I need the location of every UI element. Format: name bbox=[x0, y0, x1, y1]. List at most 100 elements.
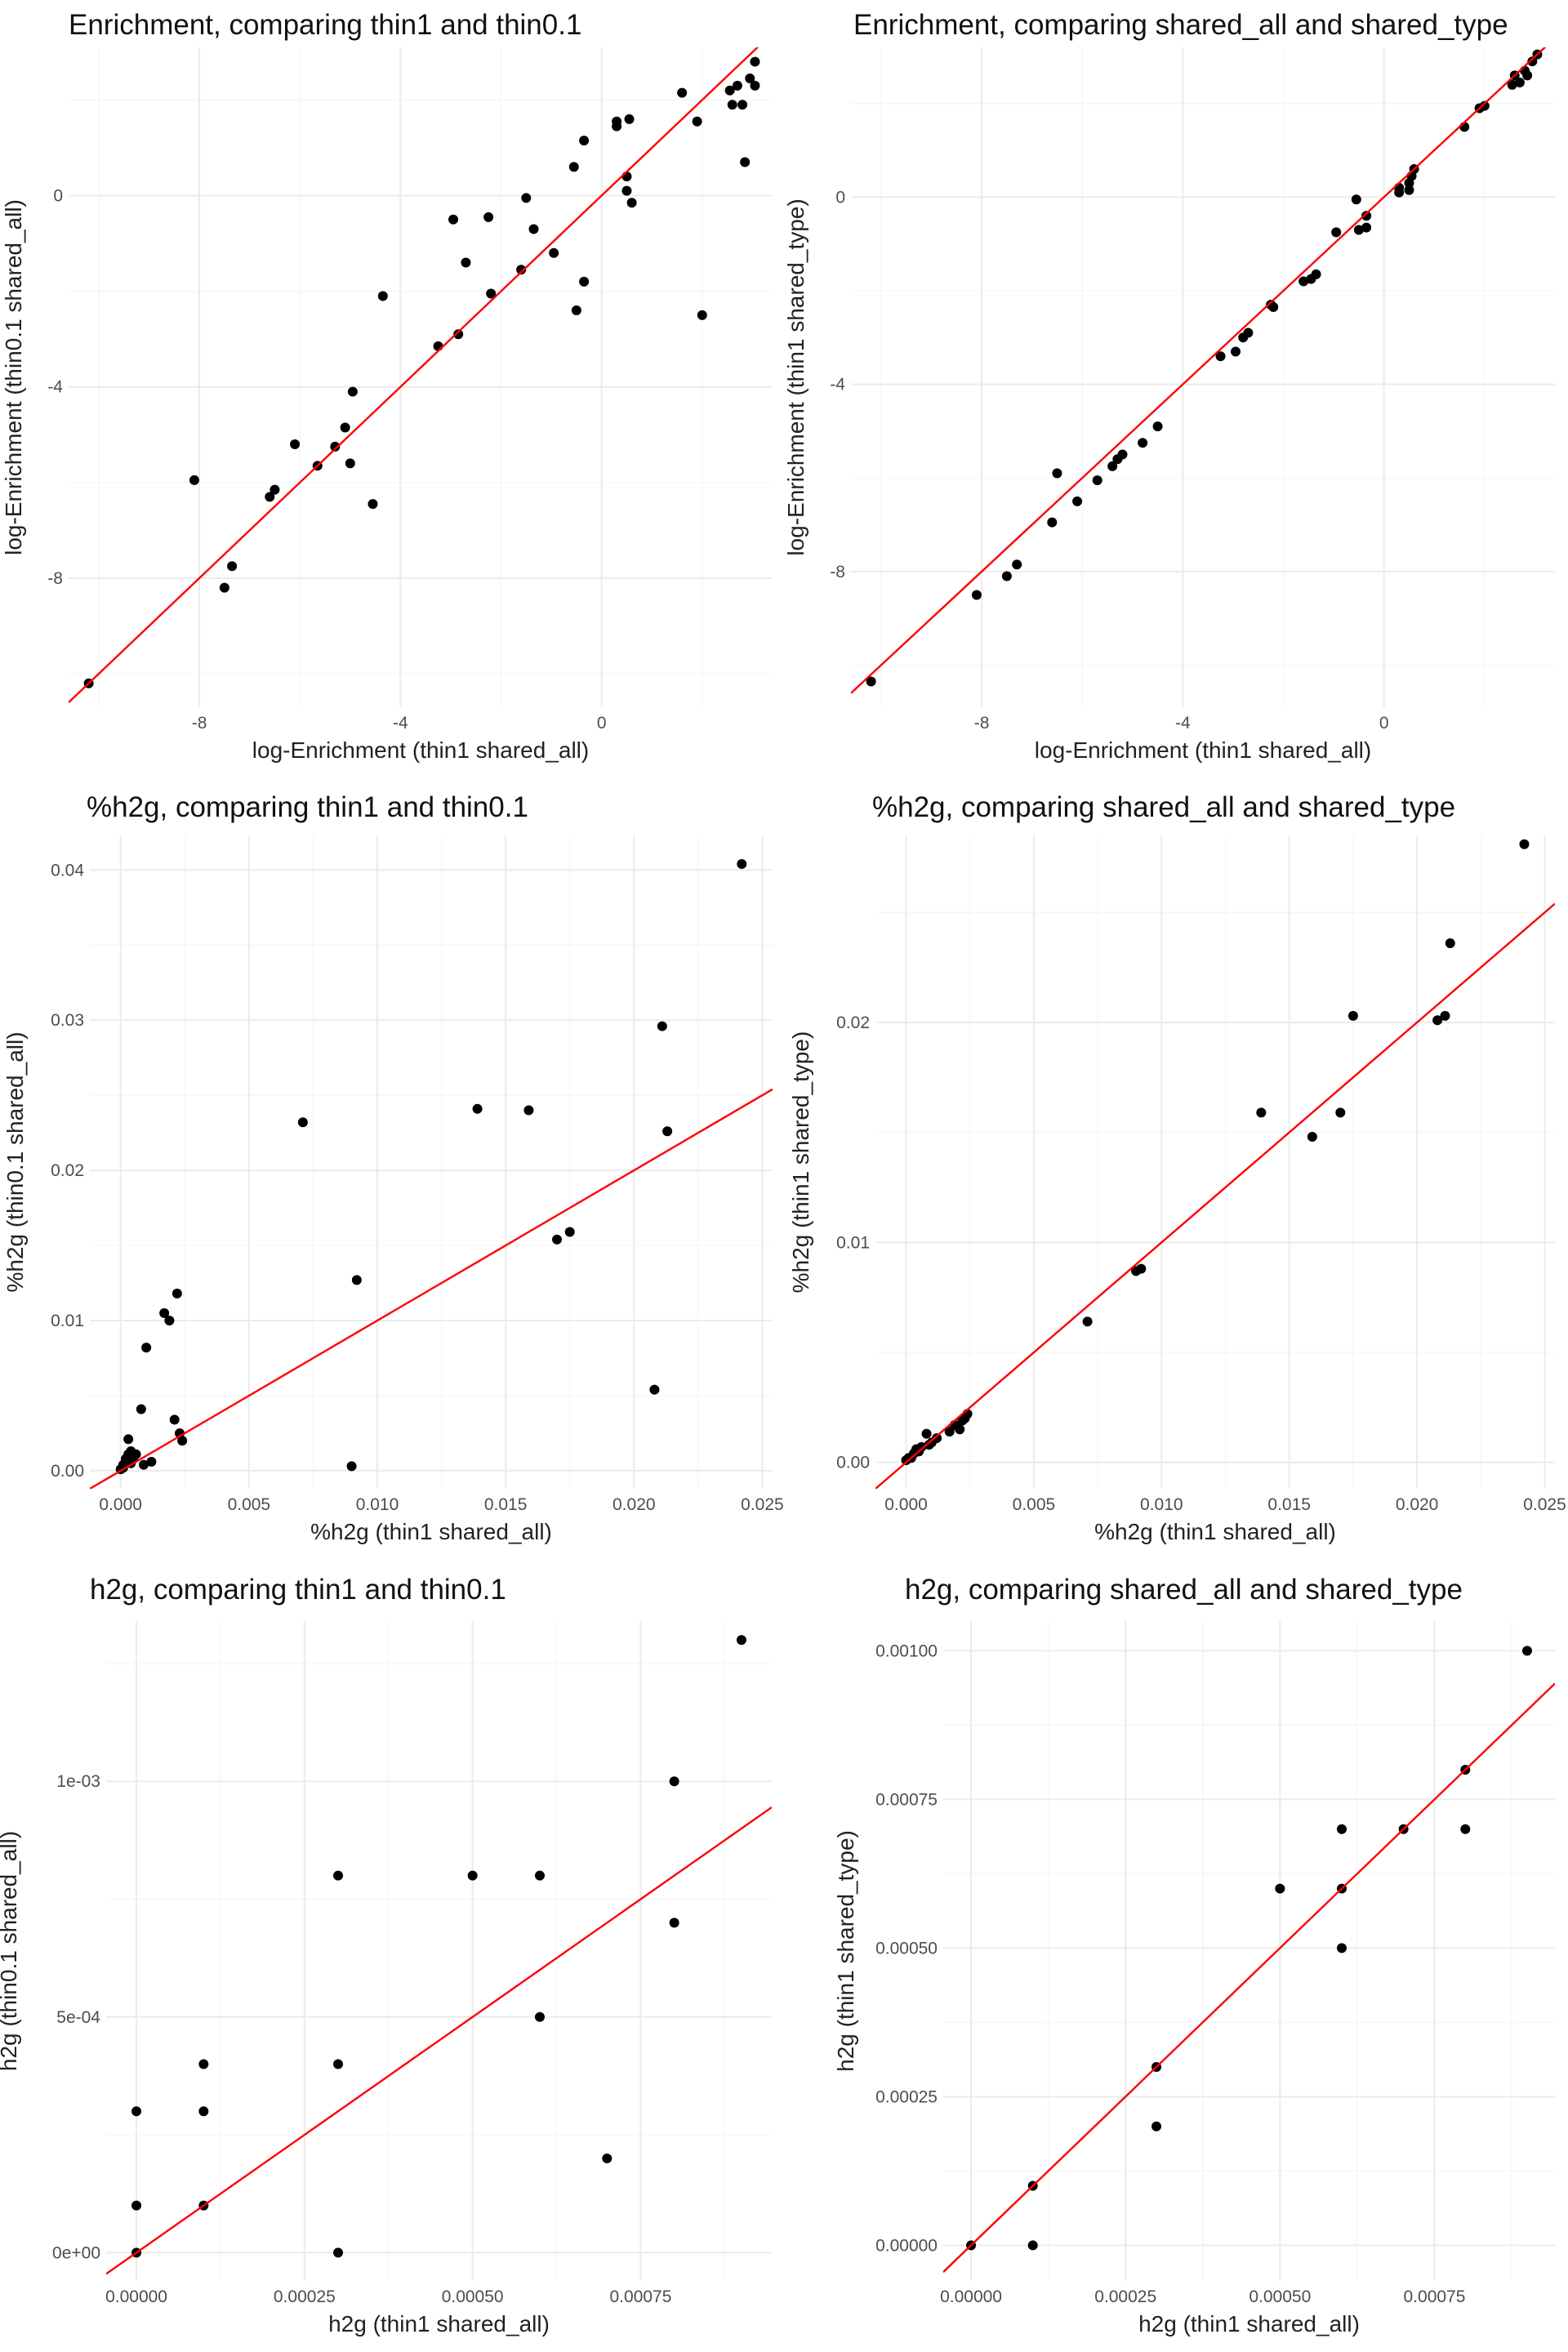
data-point bbox=[346, 1461, 357, 1472]
data-point bbox=[472, 1103, 483, 1114]
data-point bbox=[1275, 1883, 1285, 1894]
data-point bbox=[737, 100, 748, 110]
major-grid bbox=[943, 1621, 1555, 2281]
y-tick-label: 0.02 bbox=[51, 1161, 84, 1180]
x-tick-label: 0.000 bbox=[99, 1495, 142, 1514]
panel-enrich-type: -8 -4 0 -8 -4 0 Enrichment, comparing shared_a… bbox=[783, 9, 1555, 763]
data-point bbox=[136, 1404, 146, 1414]
data-point bbox=[534, 2011, 545, 2022]
data-point bbox=[697, 310, 707, 320]
panel-h2g-thin: 0.00000 0.00025 0.00050 0.00075 0e+00 5e-04 1e… bbox=[0, 1574, 772, 2336]
data-point bbox=[750, 56, 760, 67]
x-tick-label: 0.00050 bbox=[1249, 2287, 1311, 2306]
data-point bbox=[340, 422, 350, 433]
y-axis-title: h2g (thin0.1 shared_all) bbox=[0, 1831, 21, 2071]
data-point bbox=[516, 265, 527, 275]
x-tick-label: 0 bbox=[1379, 714, 1389, 733]
data-point bbox=[1519, 839, 1530, 849]
data-point bbox=[1001, 571, 1012, 581]
data-point bbox=[345, 458, 355, 469]
data-point bbox=[333, 2247, 344, 2258]
x-tick-label: 0.00050 bbox=[442, 2287, 504, 2306]
x-tick-label: 0.010 bbox=[1140, 1495, 1183, 1514]
data-point bbox=[1117, 449, 1128, 460]
data-point bbox=[568, 162, 579, 172]
y-tick-label: 1e-03 bbox=[56, 1772, 100, 1791]
panel-title: h2g, comparing thin1 and thin0.1 bbox=[90, 1574, 506, 1606]
x-axis-title: %h2g (thin1 shared_all) bbox=[310, 1519, 552, 1544]
data-point bbox=[131, 1449, 141, 1459]
panel-title: h2g, comparing shared_all and shared_typ… bbox=[905, 1574, 1463, 1606]
data-point bbox=[297, 1117, 308, 1128]
y-tick-label: 0.01 bbox=[836, 1233, 870, 1252]
data-point bbox=[1215, 351, 1226, 362]
x-tick-label: -8 bbox=[974, 714, 990, 733]
y-axis-title: %h2g (thin1 shared_type) bbox=[788, 1031, 813, 1294]
data-point bbox=[1268, 302, 1279, 313]
data-point bbox=[1336, 1943, 1347, 1953]
data-point bbox=[579, 136, 590, 146]
points bbox=[901, 839, 1530, 1465]
x-tick-label: 0.025 bbox=[1523, 1495, 1566, 1514]
x-tick-label: 0.025 bbox=[741, 1495, 784, 1514]
data-point bbox=[1052, 468, 1062, 479]
data-point bbox=[189, 474, 199, 485]
data-point bbox=[290, 439, 301, 449]
data-point bbox=[139, 1459, 149, 1470]
panel-enrich-thin: -8 -4 0 -8 -4 0 Enrichment, comparing thin1 an… bbox=[1, 9, 773, 763]
data-point bbox=[921, 1428, 932, 1439]
data-point bbox=[732, 80, 742, 91]
y-tick-label: 0 bbox=[835, 188, 845, 207]
data-point bbox=[1331, 227, 1342, 238]
data-point bbox=[932, 1433, 942, 1444]
data-point bbox=[1440, 1010, 1450, 1021]
x-tick-label: 0.00000 bbox=[940, 2287, 1002, 2306]
data-point bbox=[1012, 559, 1022, 570]
major-grid bbox=[90, 835, 773, 1489]
data-point bbox=[1460, 1824, 1471, 1834]
data-point bbox=[1136, 1263, 1147, 1274]
reference-line bbox=[943, 1682, 1555, 2273]
y-tick-label: -4 bbox=[47, 378, 63, 397]
data-point bbox=[1351, 194, 1361, 205]
data-point bbox=[1353, 225, 1364, 235]
x-axis-title: log-Enrichment (thin1 shared_all) bbox=[252, 737, 589, 763]
data-point bbox=[662, 1126, 673, 1137]
x-tick-label: 0.005 bbox=[1013, 1495, 1056, 1514]
x-tick-label: 0.010 bbox=[356, 1495, 399, 1514]
data-point bbox=[1152, 2121, 1162, 2132]
data-point bbox=[198, 2059, 209, 2069]
data-point bbox=[1361, 222, 1372, 233]
data-point bbox=[1082, 1316, 1093, 1327]
data-point bbox=[1527, 56, 1538, 67]
data-point bbox=[1361, 211, 1372, 221]
y-tick-label: 0.01 bbox=[51, 1312, 84, 1330]
y-tick-label: 0.00025 bbox=[875, 2087, 938, 2106]
data-point bbox=[330, 441, 341, 452]
panel-title: Enrichment, comparing shared_all and sha… bbox=[853, 9, 1508, 41]
x-tick-label: 0.00025 bbox=[274, 2287, 336, 2306]
data-point bbox=[1521, 1646, 1532, 1656]
x-tick-label: 0.00075 bbox=[1404, 2287, 1466, 2306]
data-point bbox=[737, 858, 747, 869]
data-point bbox=[528, 224, 539, 234]
y-tick-label: -8 bbox=[830, 563, 845, 581]
data-point bbox=[624, 114, 635, 124]
y-axis-title: log-Enrichment (thin1 shared_type) bbox=[783, 198, 808, 555]
reference-line bbox=[69, 47, 760, 704]
data-point bbox=[461, 257, 471, 268]
data-point bbox=[1107, 461, 1118, 471]
y-tick-label: 0.00050 bbox=[875, 1939, 938, 1958]
data-point bbox=[448, 214, 459, 225]
x-tick-label: 0.015 bbox=[484, 1495, 528, 1514]
data-point bbox=[1445, 938, 1455, 948]
data-point bbox=[453, 329, 464, 340]
data-point bbox=[1047, 517, 1058, 528]
data-point bbox=[677, 87, 688, 98]
data-point bbox=[571, 305, 581, 316]
data-point bbox=[227, 561, 238, 572]
data-point bbox=[521, 193, 532, 203]
data-point bbox=[131, 2200, 142, 2211]
x-axis-title: h2g (thin1 shared_all) bbox=[1138, 2311, 1360, 2336]
